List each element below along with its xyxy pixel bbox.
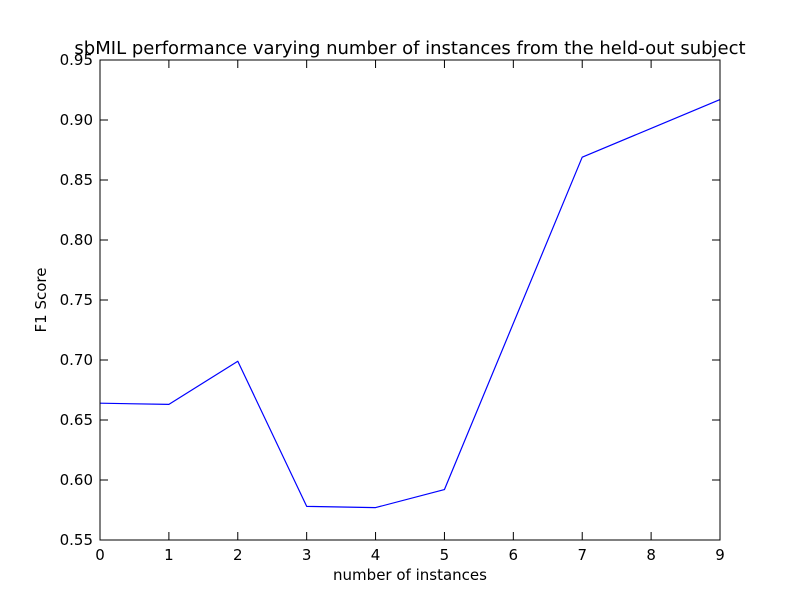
- x-axis-ticks: 0 1 2 3 4 5 6 7 8 9: [95, 60, 725, 564]
- y-tick-label: 0.70: [60, 351, 93, 369]
- y-axis-ticks: 0.55 0.60 0.65 0.70 0.75 0.80 0.85 0.90 0.95: [60, 51, 720, 549]
- y-tick-label: 0.95: [60, 51, 93, 69]
- plot-area-frame: [99, 59, 721, 541]
- chart-title: sbMIL performance varying number of inst…: [74, 38, 745, 59]
- x-tick-label: 6: [509, 546, 519, 564]
- x-tick-label: 0: [95, 546, 105, 564]
- x-axis-label: number of instances: [333, 566, 487, 584]
- y-tick-label: 0.65: [60, 411, 93, 429]
- x-tick-label: 2: [233, 546, 243, 564]
- y-tick-label: 0.90: [60, 111, 93, 129]
- x-tick-label: 4: [371, 546, 381, 564]
- x-tick-label: 3: [302, 546, 312, 564]
- y-tick-label: 0.80: [60, 231, 93, 249]
- x-tick-label: 5: [440, 546, 450, 564]
- y-tick-label: 0.75: [60, 291, 93, 309]
- x-tick-label: 1: [164, 546, 174, 564]
- x-tick-label: 8: [646, 546, 656, 564]
- x-tick-label: 9: [715, 546, 725, 564]
- y-tick-label: 0.55: [60, 531, 93, 549]
- series-line: [99, 99, 721, 509]
- x-tick-label: 7: [577, 546, 587, 564]
- y-tick-label: 0.85: [60, 171, 93, 189]
- y-tick-label: 0.60: [60, 471, 93, 489]
- y-axis-label: F1 Score: [32, 268, 50, 333]
